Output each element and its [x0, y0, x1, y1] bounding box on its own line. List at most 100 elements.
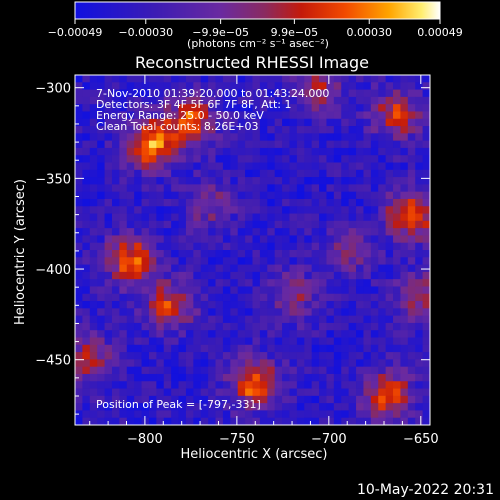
heatmap-cell	[89, 410, 98, 419]
heatmap-cell	[75, 264, 83, 273]
heatmap-cell	[326, 330, 335, 338]
heatmap-cell	[163, 352, 172, 360]
heatmap-cell	[97, 235, 105, 244]
heatmap-cell	[75, 344, 83, 353]
heatmap-cell	[319, 147, 327, 156]
heatmap-cell	[348, 366, 357, 375]
heatmap-cell	[185, 250, 194, 258]
heatmap-cell	[185, 271, 194, 280]
heatmap-cell	[393, 264, 401, 273]
heatmap-cell	[111, 111, 120, 120]
heatmap-cell	[348, 257, 357, 265]
heatmap-cell	[319, 257, 327, 265]
heatmap-cell	[178, 322, 187, 331]
heatmap-cell	[282, 301, 290, 309]
heatmap-cell	[296, 301, 305, 309]
heatmap-cell	[400, 111, 409, 120]
heatmap-cell	[111, 301, 120, 309]
heatmap-cell	[282, 403, 290, 411]
heatmap-cell	[407, 293, 416, 302]
heatmap-cell	[370, 184, 379, 193]
heatmap-cell	[230, 104, 239, 112]
heatmap-cell	[385, 344, 394, 353]
heatmap-cell	[407, 359, 416, 368]
heatmap-cell	[289, 162, 298, 171]
heatmap-cell	[296, 220, 305, 229]
heatmap-cell	[111, 315, 120, 324]
heatmap-cell	[267, 352, 276, 360]
heatmap-cell	[97, 169, 105, 178]
heatmap-cell	[282, 82, 290, 90]
heatmap-cell	[163, 395, 172, 404]
heatmap-cell	[296, 344, 305, 353]
heatmap-cell	[163, 191, 172, 200]
heatmap-cell	[259, 235, 268, 244]
heatmap-cell	[348, 381, 357, 389]
heatmap-cell	[400, 133, 409, 142]
heatmap-cell	[75, 388, 83, 397]
heatmap-cell	[304, 301, 313, 309]
heatmap-cell	[156, 257, 165, 265]
heatmap-cell	[319, 352, 327, 360]
heatmap-cell	[259, 308, 268, 317]
heatmap-cell	[333, 228, 342, 236]
heatmap-cell	[319, 250, 327, 258]
heatmap-cell	[319, 82, 327, 90]
heatmap-cell	[185, 264, 194, 273]
heatmap-cell	[148, 147, 157, 156]
heatmap-cell	[326, 264, 335, 273]
heatmap-cell	[356, 111, 364, 120]
heatmap-cell	[356, 104, 364, 112]
heatmap-cell	[119, 373, 128, 382]
heatmap-cell	[415, 162, 424, 171]
heatmap-cell	[363, 286, 372, 295]
heatmap-cell	[171, 403, 179, 411]
heatmap-cell	[274, 82, 283, 90]
heatmap-cell	[370, 337, 379, 346]
heatmap-cell	[163, 82, 172, 90]
heatmap-cell	[148, 191, 157, 200]
heatmap-cell	[89, 315, 98, 324]
heatmap-cell	[326, 337, 335, 346]
heatmap-cell	[119, 366, 128, 375]
heatmap-cell	[363, 206, 372, 214]
heatmap-cell	[178, 395, 187, 404]
heatmap-cell	[208, 235, 216, 244]
heatmap-cell	[326, 162, 335, 171]
heatmap-cell	[97, 301, 105, 309]
heatmap-cell	[274, 198, 283, 207]
heatmap-cell	[282, 417, 290, 425]
heatmap-cell	[407, 264, 416, 273]
heatmap-cell	[356, 352, 364, 360]
heatmap-cell	[422, 96, 430, 105]
heatmap-cell	[141, 388, 150, 397]
heatmap-cell	[156, 271, 165, 280]
heatmap-cell	[267, 308, 276, 317]
heatmap-cell	[400, 162, 409, 171]
heatmap-cell	[393, 395, 401, 404]
heatmap-cell	[208, 184, 216, 193]
heatmap-cell	[111, 82, 120, 90]
heatmap-cell	[289, 315, 298, 324]
heatmap-cell	[400, 337, 409, 346]
heatmap-cell	[267, 155, 276, 163]
heatmap-cell	[148, 366, 157, 375]
heatmap-cell	[97, 271, 105, 280]
heatmap-cell	[82, 89, 91, 98]
heatmap-cell	[89, 344, 98, 353]
heatmap-cell	[104, 388, 113, 397]
heatmap-cell	[252, 301, 261, 309]
heatmap-cell	[267, 162, 276, 171]
heatmap-cell	[311, 293, 320, 302]
heatmap-cell	[156, 177, 165, 185]
heatmap-cell	[304, 184, 313, 193]
heatmap-cell	[119, 388, 128, 397]
heatmap-cell	[348, 352, 357, 360]
heatmap-cell	[348, 191, 357, 200]
heatmap-cell	[400, 344, 409, 353]
heatmap-cell	[385, 96, 394, 105]
heatmap-cell	[348, 417, 357, 425]
heatmap-cell	[156, 96, 165, 105]
heatmap-cell	[111, 184, 120, 193]
heatmap-cell	[304, 155, 313, 163]
